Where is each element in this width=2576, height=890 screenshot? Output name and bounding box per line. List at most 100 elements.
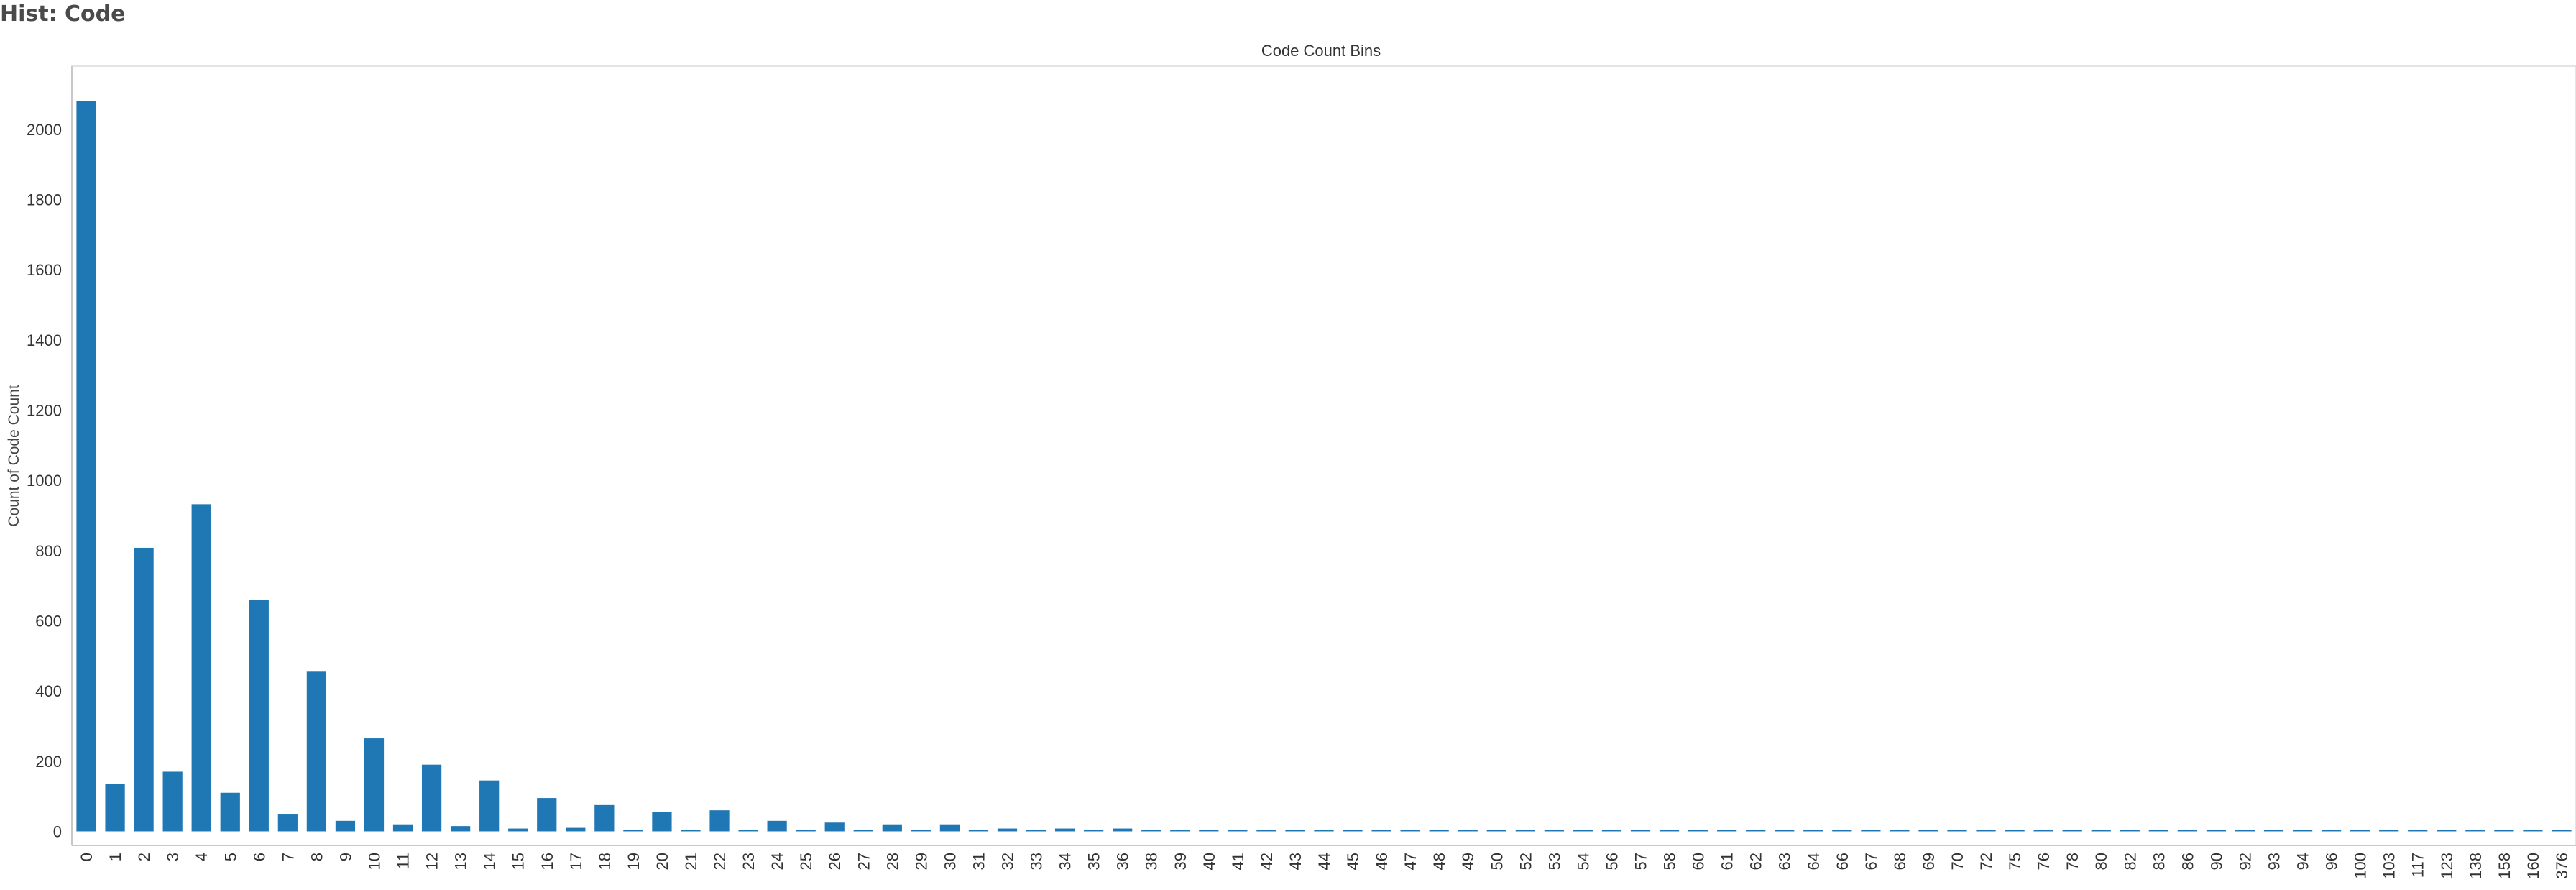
bar xyxy=(105,784,125,832)
x-tick-label: 23 xyxy=(740,853,758,870)
x-tick-label: 16 xyxy=(538,853,556,870)
bar xyxy=(220,792,240,832)
x-tick-label: 96 xyxy=(2323,853,2341,870)
bar xyxy=(1486,830,1506,832)
bar xyxy=(2465,830,2485,832)
bar xyxy=(853,830,873,832)
bar xyxy=(2552,830,2572,832)
bar xyxy=(1113,828,1133,832)
x-tick-label: 78 xyxy=(2064,853,2082,870)
x-tick-label: 158 xyxy=(2496,853,2513,879)
y-tick-label: 1000 xyxy=(27,472,62,490)
bar xyxy=(2292,830,2313,832)
bar xyxy=(2177,830,2197,832)
x-tick-label: 46 xyxy=(1373,853,1391,870)
bar xyxy=(277,814,298,832)
bar xyxy=(421,764,442,832)
x-tick-label: 39 xyxy=(1172,853,1190,870)
bar xyxy=(1054,828,1075,832)
x-tick-label: 92 xyxy=(2236,853,2254,870)
bar xyxy=(1256,830,1276,832)
x-tick-label: 34 xyxy=(1057,853,1075,870)
x-tick-label: 38 xyxy=(1143,853,1161,870)
x-tick-label: 103 xyxy=(2380,853,2398,879)
bar xyxy=(1601,830,1622,832)
x-tick-label: 14 xyxy=(481,853,499,870)
x-tick-label: 90 xyxy=(2207,853,2225,870)
x-tick-label: 19 xyxy=(625,853,643,870)
bar xyxy=(1429,830,1449,832)
bar xyxy=(1371,830,1392,832)
y-tick-label: 0 xyxy=(53,822,62,840)
page-title: Hist: Code xyxy=(0,1,126,27)
x-tick-label: 0 xyxy=(78,853,96,861)
x-tick-label: 160 xyxy=(2524,853,2542,879)
y-tick-label: 2000 xyxy=(27,121,62,139)
x-tick-label: 100 xyxy=(2352,853,2370,879)
bar xyxy=(1803,830,1823,832)
x-tick-label: 75 xyxy=(2006,853,2024,870)
bar xyxy=(2005,830,2025,832)
bar xyxy=(824,822,845,832)
x-tick-label: 9 xyxy=(336,853,354,861)
x-tick-label: 117 xyxy=(2409,853,2427,878)
bar xyxy=(1228,830,1248,832)
x-tick-label: 94 xyxy=(2294,853,2312,870)
bar xyxy=(2523,830,2543,832)
x-tick-label: 93 xyxy=(2266,853,2283,870)
x-tick-label: 64 xyxy=(1805,853,1823,870)
x-tick-label: 28 xyxy=(883,853,901,870)
x-tick-label: 63 xyxy=(1776,853,1794,870)
bar xyxy=(652,812,672,832)
x-tick-label: 13 xyxy=(452,853,470,870)
bar xyxy=(1688,830,1708,832)
y-tick-label: 600 xyxy=(35,612,62,630)
bar xyxy=(738,830,758,832)
x-tick-label: 76 xyxy=(2035,853,2053,870)
bar xyxy=(1400,830,1420,832)
bar xyxy=(1141,830,1162,832)
x-tick-label: 24 xyxy=(768,853,786,870)
bar xyxy=(2033,830,2053,832)
bar xyxy=(2379,830,2399,832)
bar xyxy=(2408,830,2428,832)
bar xyxy=(623,830,643,832)
y-tick-label: 1800 xyxy=(27,191,62,209)
x-tick-label: 41 xyxy=(1229,853,1247,870)
bar xyxy=(306,671,327,832)
x-tick-label: 2 xyxy=(135,853,153,861)
bar xyxy=(566,827,586,832)
bar xyxy=(451,826,471,832)
bar xyxy=(2206,830,2227,832)
bar xyxy=(1573,830,1593,832)
x-tick-label: 27 xyxy=(855,853,873,870)
bar xyxy=(594,804,615,832)
x-tick-label: 68 xyxy=(1891,853,1909,870)
x-tick-label: 66 xyxy=(1834,853,1852,870)
x-tick-label: 3 xyxy=(164,853,182,861)
x-tick-label: 57 xyxy=(1632,853,1650,870)
x-tick-label: 72 xyxy=(1977,853,1995,870)
bar xyxy=(392,824,413,832)
x-tick-label: 49 xyxy=(1459,853,1477,870)
bar xyxy=(364,738,385,832)
x-tick-label: 11 xyxy=(395,853,413,869)
bar xyxy=(2091,830,2111,832)
bar xyxy=(1947,830,1967,832)
bar xyxy=(911,830,931,832)
x-tick-label: 36 xyxy=(1114,853,1132,870)
bar xyxy=(968,830,989,832)
bar xyxy=(796,830,816,832)
x-tick-label: 29 xyxy=(912,853,930,870)
x-tick-label: 86 xyxy=(2179,853,2196,870)
bar xyxy=(2350,830,2370,832)
x-tick-label: 50 xyxy=(1488,853,1506,870)
x-tick-label: 67 xyxy=(1862,853,1880,870)
x-tick-label: 80 xyxy=(2092,853,2110,870)
x-tick-label: 376 xyxy=(2553,853,2571,879)
bar xyxy=(537,798,557,832)
bar xyxy=(191,504,211,832)
y-axis-title: Count of Code Count xyxy=(6,385,22,526)
bar xyxy=(2120,830,2140,832)
x-tick-label: 69 xyxy=(1920,853,1938,870)
